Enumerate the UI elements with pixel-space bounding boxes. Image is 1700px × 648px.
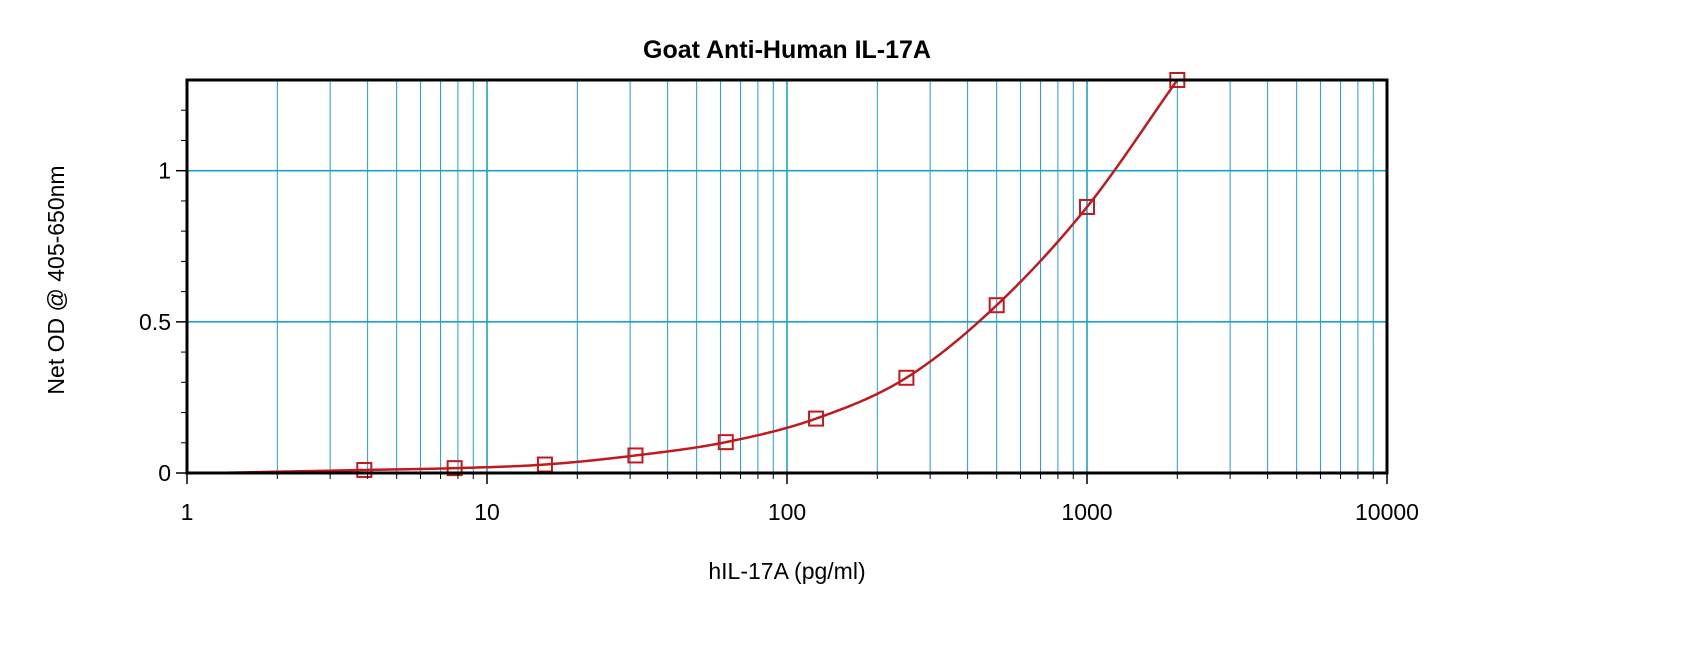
data-point-marker bbox=[988, 297, 1005, 314]
x-axis-label: hIL-17A (pg/ml) bbox=[708, 558, 865, 584]
data-point-marker bbox=[898, 369, 915, 386]
data-point-marker bbox=[446, 460, 463, 477]
y-axis-label: Net OD @ 405-650nm bbox=[43, 165, 69, 394]
x-tick-label: 10 bbox=[474, 499, 500, 525]
fit-curve-layer bbox=[187, 79, 1179, 475]
axes: 1 10 100 1000 10000 0 0.5 1 bbox=[139, 109, 1419, 525]
y-tick-label: 0.5 bbox=[139, 309, 171, 335]
y-tick-label: 1 bbox=[158, 158, 171, 184]
data-point-marker bbox=[717, 434, 734, 451]
x-tick-label: 10000 bbox=[1355, 499, 1419, 525]
data-point-marker bbox=[808, 410, 825, 427]
x-tick-label: 100 bbox=[768, 499, 806, 525]
x-tick-label: 1000 bbox=[1061, 499, 1112, 525]
grid bbox=[187, 80, 1387, 473]
y-tick-label: 0 bbox=[158, 460, 171, 486]
fit-curve bbox=[187, 79, 1179, 475]
data-point-marker bbox=[356, 461, 373, 478]
chart-title: Goat Anti-Human IL-17A bbox=[643, 36, 931, 64]
data-point-marker bbox=[627, 447, 644, 464]
marker-layer bbox=[356, 72, 1186, 478]
x-tick-label: 1 bbox=[181, 499, 194, 525]
data-point-marker bbox=[1079, 198, 1095, 215]
